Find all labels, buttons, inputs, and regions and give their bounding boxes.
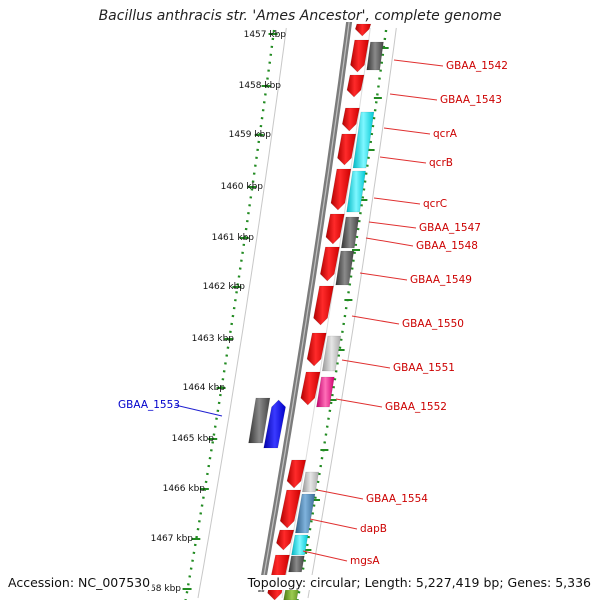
scale-label-1465: 1465 kbp (172, 434, 215, 444)
gene-label-gbaa-1551[interactable]: GBAA_1551 (393, 362, 455, 374)
gene-label-leader (368, 221, 417, 229)
cds-arrow (337, 133, 357, 166)
scale-label-1466: 1466 kbp (163, 484, 206, 494)
scale-label-1463: 1463 kbp (192, 334, 235, 344)
cds-arrow (330, 168, 352, 211)
scale-label-1464: 1464 kbp (183, 383, 226, 393)
cds-arrow (341, 107, 360, 132)
outer-right-track-line (307, 27, 397, 599)
scale-label-1459: 1459 kbp (229, 130, 272, 140)
gene-label-leader (393, 59, 444, 67)
cds-arrow (350, 39, 370, 73)
gene-feature-block (352, 111, 375, 169)
scale-label-1460: 1460 kbp (221, 182, 264, 192)
accession-label: Accession: NC_007530 (8, 575, 153, 590)
gene-feature-block (294, 493, 316, 534)
gene-label-leader (365, 237, 414, 247)
scale-label-1457: 1457 kbp (244, 30, 287, 40)
scale-label-1467: 1467 kbp (151, 534, 194, 544)
scale-labels: 1457 kbp 1458 kbp 1459 kbp 1460 kbp 1461… (144, 30, 286, 594)
cds-arrow (313, 285, 334, 326)
genome-backbone (258, 21, 353, 593)
cds-arrow (276, 529, 295, 551)
gene-feature-block (335, 250, 355, 286)
gene-label-leader (341, 359, 391, 369)
gene-label-qcrc[interactable]: qcrC (423, 198, 447, 210)
gene-label-gbaa-1543[interactable]: GBAA_1543 (440, 94, 502, 106)
feature-layer (248, 23, 384, 600)
gene-label-qcrb[interactable]: qcrB (429, 157, 453, 169)
cds-arrow (319, 246, 340, 282)
gene-feature-block (321, 335, 342, 372)
cds-arrow (286, 459, 307, 489)
gbaa-1553-arrow (263, 399, 286, 449)
gene-label-leader (351, 315, 400, 325)
gene-feature-block (302, 471, 320, 493)
outer-left-track-line (197, 27, 287, 599)
left-dotted-scale (184, 29, 276, 600)
topology-label: Topology: circular; Length: 5,227,419 bp… (245, 575, 591, 590)
gbaa-1553-type-block (248, 397, 271, 444)
gene-label-gbaa-1542[interactable]: GBAA_1542 (446, 60, 508, 72)
gene-label-leader (389, 93, 438, 101)
gene-feature-block (346, 170, 366, 213)
gbaa-1553-leader (174, 404, 223, 417)
gene-feature-block (366, 41, 384, 71)
gene-label-leader (383, 127, 431, 135)
inner-right-track-line (281, 27, 371, 599)
backbone-highlight (260, 21, 350, 593)
scale-label-1468: 468 kbp (144, 584, 181, 594)
cds-arrow (306, 332, 327, 367)
scale-label-1462: 1462 kbp (203, 282, 246, 292)
gene-label-gbaa-1552[interactable]: GBAA_1552 (385, 401, 447, 413)
gene-label-gbaa-1550[interactable]: GBAA_1550 (402, 318, 464, 330)
cds-arrow (325, 213, 345, 245)
cds-arrow (354, 23, 372, 37)
gene-label-leader (359, 272, 408, 281)
gene-feature-block (291, 534, 309, 556)
gene-label-leader (335, 398, 383, 408)
scale-label-1461: 1461 kbp (212, 233, 255, 243)
scale-label-1458: 1458 kbp (239, 81, 282, 91)
track-outlines (197, 27, 397, 599)
gene-labels: GBAA_1542 GBAA_1543 qcrA qcrB qcrC GBAA_… (118, 60, 508, 567)
gene-label-gbaa-1553[interactable]: GBAA_1553 (118, 399, 180, 411)
gene-feature-block (288, 555, 305, 573)
gene-label-leader (309, 518, 358, 530)
gene-label-leader (379, 156, 427, 164)
right-dotted-scale (296, 29, 388, 600)
gene-feature-block (340, 216, 360, 249)
cds-arrow (346, 74, 365, 98)
gene-label-leader (302, 550, 348, 562)
gene-label-gbaa-1547[interactable]: GBAA_1547 (419, 222, 481, 234)
gene-label-gbaa-1554[interactable]: GBAA_1554 (366, 493, 428, 505)
gene-label-mgsa[interactable]: mgsA (350, 555, 380, 567)
cds-arrow (300, 371, 321, 406)
gene-label-dapb[interactable]: dapB (360, 523, 387, 535)
gene-label-gbaa-1548[interactable]: GBAA_1548 (416, 240, 478, 252)
gene-label-gbaa-1549[interactable]: GBAA_1549 (410, 274, 472, 286)
gene-label-leader (316, 489, 364, 500)
gene-label-leader (373, 197, 421, 205)
gene-feature-block (316, 376, 335, 408)
label-leaders (174, 59, 444, 562)
gene-label-qcra[interactable]: qcrA (433, 128, 458, 140)
map-title: Bacillus anthracis str. 'Ames Ancestor',… (98, 8, 502, 24)
backbone-band (258, 22, 353, 592)
cds-arrow (279, 489, 302, 529)
